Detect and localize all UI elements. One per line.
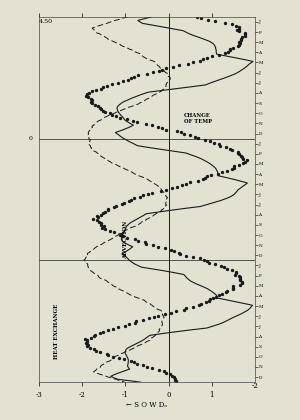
X-axis label: ← S O W Dₒ: ← S O W Dₒ [127,401,167,409]
Text: HEAT EXCHANGE: HEAT EXCHANGE [54,304,59,359]
Text: ADVECTION: ADVECTION [123,221,128,259]
Text: 4.50: 4.50 [39,19,53,24]
Text: CHANGE
OF TEMP: CHANGE OF TEMP [184,113,212,124]
Text: -2: -2 [252,382,258,390]
Text: 0: 0 [28,136,32,141]
